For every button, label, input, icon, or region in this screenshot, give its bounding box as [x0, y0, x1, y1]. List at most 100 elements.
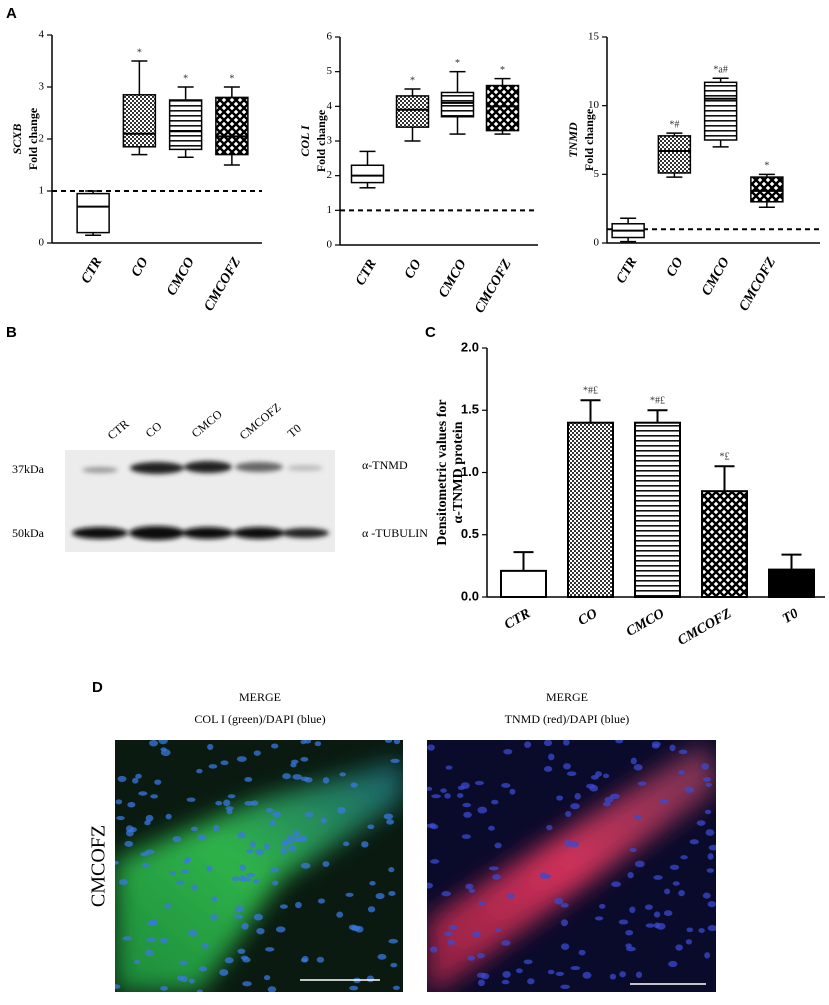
annotation: * — [764, 161, 769, 172]
nucleus — [226, 808, 233, 815]
nucleus — [465, 883, 474, 890]
nucleus — [386, 819, 394, 825]
nucleus — [678, 749, 688, 755]
nucleus — [145, 814, 154, 822]
nucleus — [237, 831, 246, 839]
nucleus — [150, 794, 159, 799]
nucleus — [477, 979, 485, 987]
x-tick-label: CTR — [614, 255, 641, 286]
nucleus — [702, 777, 712, 782]
y-tick-label: 0.5 — [461, 526, 479, 541]
nucleus — [492, 874, 501, 880]
nucleus — [275, 926, 286, 933]
annotation: * — [229, 73, 234, 84]
nucleus — [441, 891, 451, 897]
nucleus — [154, 779, 162, 785]
nucleus — [618, 919, 629, 925]
y-axis-label: Densitometric values for — [435, 399, 450, 545]
nucleus — [555, 971, 565, 977]
y-tick-label: 1.0 — [461, 464, 479, 479]
nucleus — [227, 794, 236, 799]
nucleus — [570, 803, 580, 810]
y-tick-label: 0 — [594, 237, 600, 249]
nucleus — [548, 753, 555, 761]
nucleus — [611, 881, 621, 888]
y-axis-label: Fold change — [314, 109, 328, 172]
nucleus — [678, 770, 685, 775]
nucleus — [317, 898, 326, 904]
x-tick-label: CO — [129, 255, 152, 279]
nucleus — [295, 901, 302, 909]
nucleus — [653, 911, 661, 918]
nucleus — [685, 939, 693, 945]
nucleus — [488, 825, 495, 831]
nucleus — [625, 929, 634, 936]
box — [350, 164, 385, 184]
nucleus — [138, 791, 148, 796]
nucleus — [377, 953, 387, 960]
nucleus — [468, 888, 476, 893]
nucleus — [625, 943, 632, 949]
nucleus — [253, 878, 260, 884]
nucleus — [501, 783, 511, 788]
nucleus — [197, 834, 207, 841]
nucleus — [231, 876, 241, 882]
nucleus — [447, 939, 455, 946]
nucleus — [427, 882, 434, 889]
nucleus — [502, 970, 511, 978]
nucleus — [144, 949, 155, 957]
nucleus — [345, 892, 354, 897]
nucleus — [140, 852, 150, 857]
nucleus — [698, 928, 705, 934]
panel-label: B — [6, 324, 17, 341]
nucleus — [659, 799, 669, 804]
lane-label: CMCO — [189, 407, 225, 441]
nucleus — [672, 881, 680, 886]
nucleus — [160, 986, 168, 991]
nucleus — [390, 758, 400, 764]
y-tick-label: 0 — [327, 239, 333, 251]
bar — [567, 421, 614, 599]
antibody-label: α -TUBULIN — [362, 526, 428, 540]
row-label: CMCOFZ — [88, 825, 110, 907]
nucleus — [578, 949, 586, 956]
mw-label: 37kDa — [12, 462, 45, 476]
nucleus — [388, 891, 396, 897]
nucleus — [176, 975, 185, 981]
nucleus — [566, 771, 577, 777]
nucleus — [367, 906, 376, 913]
annotation: * — [410, 75, 415, 86]
blot-bands — [72, 461, 329, 540]
nucleus — [427, 744, 435, 751]
nucleus — [675, 944, 683, 951]
nucleus — [300, 862, 311, 869]
nucleus — [304, 740, 312, 744]
nucleus — [290, 762, 297, 768]
nucleus — [234, 905, 245, 913]
x-tick-label: T0 — [780, 606, 801, 627]
nucleus — [190, 826, 199, 832]
box — [168, 99, 203, 151]
nucleus — [366, 975, 375, 983]
nucleus — [253, 913, 263, 921]
nucleus — [279, 904, 288, 909]
nucleus — [269, 820, 276, 827]
y-tick-label: 2 — [39, 133, 45, 145]
y-tick-label: 4 — [39, 29, 45, 41]
nucleus — [211, 896, 218, 902]
nucleus — [388, 938, 399, 944]
x-tick-label: CMCOFZ — [202, 255, 245, 314]
nucleus — [239, 875, 246, 882]
box — [485, 84, 520, 132]
y-axis-label: SCXB — [10, 124, 24, 155]
panel-label: D — [92, 679, 103, 696]
bar — [701, 490, 748, 598]
nucleus — [476, 972, 486, 978]
nucleus — [463, 811, 472, 818]
nucleus — [609, 793, 620, 799]
nucleus — [219, 969, 229, 976]
nucleus — [384, 740, 393, 743]
nucleus — [149, 740, 159, 747]
nucleus — [634, 860, 645, 868]
nucleus — [369, 880, 376, 886]
